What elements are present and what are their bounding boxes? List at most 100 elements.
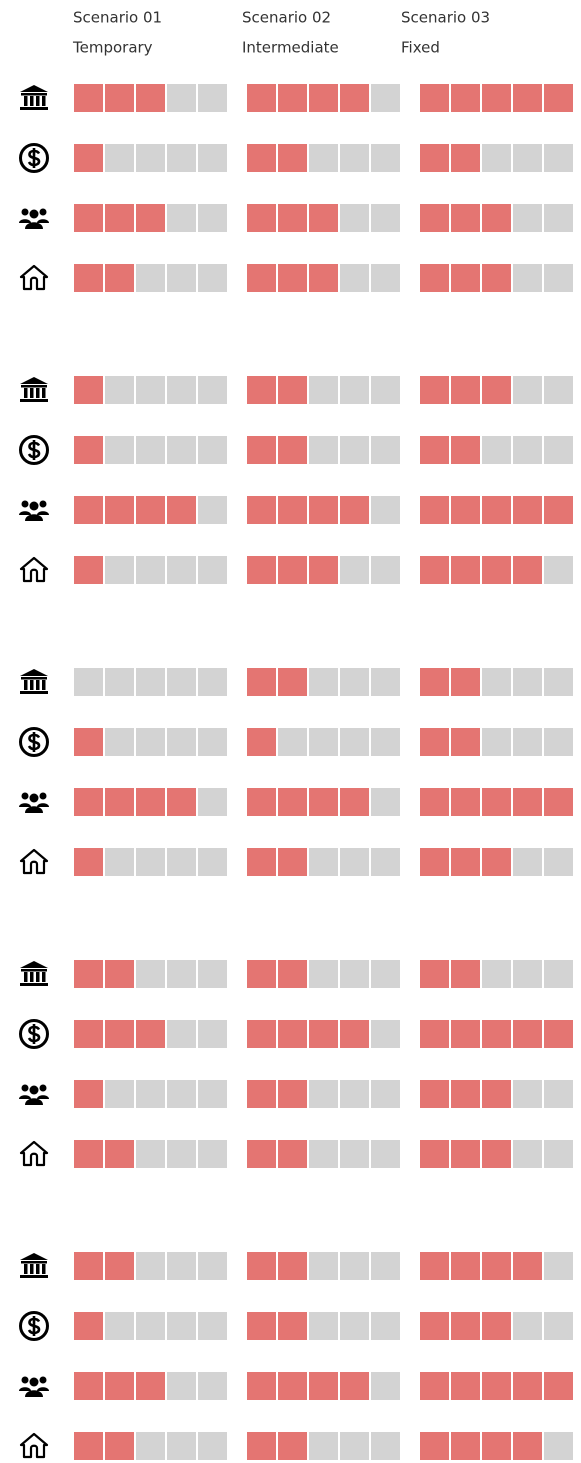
icon-bank <box>20 669 48 694</box>
rating-cell-empty <box>167 1252 196 1280</box>
rating-cell-filled <box>105 788 134 816</box>
rating-cell-filled <box>420 84 449 112</box>
rating-cell-empty <box>340 144 369 172</box>
rating-cell-filled <box>482 1372 511 1400</box>
scenario-label: Fixed <box>401 39 440 57</box>
icon-people <box>19 1084 49 1105</box>
rating-cell-filled <box>105 960 134 988</box>
rating-cell-filled <box>420 144 449 172</box>
rating-cell-filled <box>309 84 338 112</box>
rating-cell-filled <box>340 496 369 524</box>
rating-cell-filled <box>420 556 449 584</box>
rating-cell-filled <box>167 496 196 524</box>
rating-cell-filled <box>278 376 307 404</box>
rating-cell-filled <box>482 1312 511 1340</box>
rating-cell-empty <box>371 376 400 404</box>
rating-cell-filled <box>105 1252 134 1280</box>
rating-cell-empty <box>167 848 196 876</box>
rating-cell-filled <box>74 848 103 876</box>
rating-cell-filled <box>278 204 307 232</box>
rating-cell-empty <box>544 1312 573 1340</box>
rating-cell-empty <box>513 144 542 172</box>
rating-cell-filled <box>513 496 542 524</box>
rating-cell-filled <box>247 376 276 404</box>
rating-cell-empty <box>309 960 338 988</box>
rating-cell-filled <box>482 788 511 816</box>
rating-cell-empty <box>371 1432 400 1460</box>
rating-cell-filled <box>513 1432 542 1460</box>
rating-cell-filled <box>420 728 449 756</box>
rating-cell-empty <box>309 144 338 172</box>
icon-bank <box>20 961 48 986</box>
rating-cell-empty <box>340 960 369 988</box>
rating-cell-filled <box>451 376 480 404</box>
scenario-name: Scenario 01 <box>73 9 162 27</box>
rating-cell-empty <box>513 960 542 988</box>
rating-cell-empty <box>136 376 165 404</box>
rating-cell-empty <box>198 668 227 696</box>
icon-people <box>19 500 49 521</box>
rating-cell-filled <box>278 1312 307 1340</box>
rating-cell-filled <box>420 376 449 404</box>
scenario-name: Scenario 02 <box>242 9 331 27</box>
rating-cell-filled <box>278 1432 307 1460</box>
rating-cell-filled <box>105 1140 134 1168</box>
rating-cell-filled <box>451 1080 480 1108</box>
rating-cell-empty <box>513 204 542 232</box>
icon-people <box>19 208 49 229</box>
rating-cell-filled <box>420 1432 449 1460</box>
rating-cell-filled <box>482 204 511 232</box>
rating-cell-filled <box>278 496 307 524</box>
rating-cell-filled <box>482 1140 511 1168</box>
rating-cell-filled <box>278 788 307 816</box>
rating-cell-filled <box>513 1020 542 1048</box>
rating-cell-empty <box>167 960 196 988</box>
rating-cell-empty <box>309 1432 338 1460</box>
rating-cell-filled <box>105 204 134 232</box>
rating-cell-empty <box>136 848 165 876</box>
rating-cell-empty <box>371 204 400 232</box>
rating-cell-filled <box>451 84 480 112</box>
rating-cell-empty <box>544 204 573 232</box>
rating-cell-filled <box>247 788 276 816</box>
rating-cell-filled <box>247 496 276 524</box>
rating-cell-empty <box>340 1080 369 1108</box>
rating-cell-filled <box>136 1372 165 1400</box>
icon-dollar <box>19 1019 49 1049</box>
rating-cell-filled <box>74 556 103 584</box>
rating-cell-empty <box>309 668 338 696</box>
rating-cell-filled <box>482 376 511 404</box>
rating-cell-filled <box>247 264 276 292</box>
rating-cell-filled <box>278 1080 307 1108</box>
rating-cell-empty <box>136 1252 165 1280</box>
rating-cell-filled <box>247 84 276 112</box>
rating-cell-filled <box>451 1020 480 1048</box>
rating-cell-filled <box>105 1432 134 1460</box>
rating-cell-empty <box>482 960 511 988</box>
rating-cell-filled <box>278 144 307 172</box>
rating-cell-empty <box>136 1312 165 1340</box>
icon-bank <box>20 377 48 402</box>
rating-cell-empty <box>309 436 338 464</box>
rating-cell-empty <box>513 436 542 464</box>
rating-cell-empty <box>105 144 134 172</box>
rating-cell-filled <box>451 436 480 464</box>
rating-cell-filled <box>451 144 480 172</box>
rating-cell-empty <box>105 1080 134 1108</box>
rating-cell-filled <box>247 144 276 172</box>
rating-cell-filled <box>482 1020 511 1048</box>
rating-cell-empty <box>198 960 227 988</box>
rating-cell-empty <box>371 1080 400 1108</box>
rating-cell-empty <box>544 1432 573 1460</box>
rating-cell-filled <box>451 960 480 988</box>
rating-cell-filled <box>105 84 134 112</box>
rating-cell-filled <box>74 436 103 464</box>
rating-cell-filled <box>420 1312 449 1340</box>
rating-cell-empty <box>198 1372 227 1400</box>
rating-cell-filled <box>247 436 276 464</box>
rating-cell-filled <box>451 728 480 756</box>
rating-cell-empty <box>309 728 338 756</box>
rating-cell-empty <box>340 728 369 756</box>
rating-cell-filled <box>544 496 573 524</box>
icon-house <box>19 264 49 291</box>
